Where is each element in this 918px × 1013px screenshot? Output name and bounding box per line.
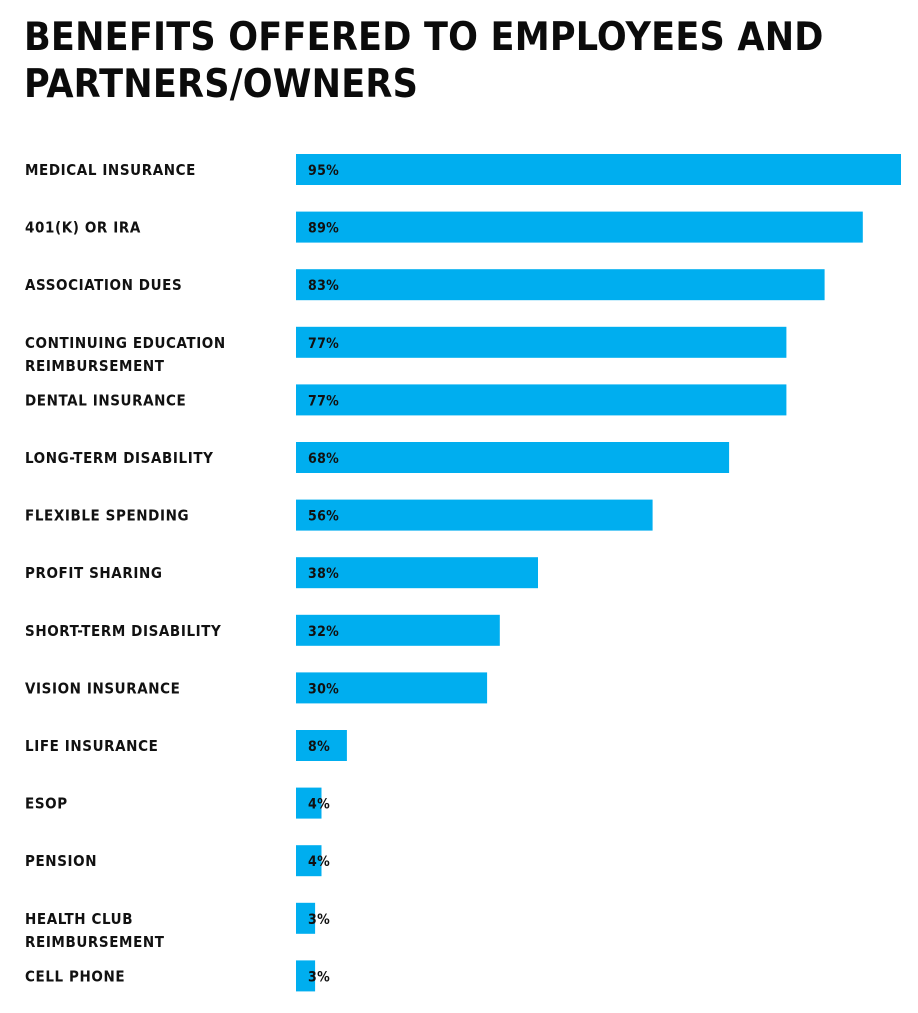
category-labels-group: MEDICAL INSURANCE 401(K) OR IRA ASSOCIATIO… [25,161,226,985]
category-label-12: PENSION [25,852,97,870]
bar-12 [296,845,322,877]
category-label-0: MEDICAL INSURANCE [25,161,196,179]
bar-11 [296,787,322,819]
bar-10 [296,730,347,761]
bar-0 [296,154,901,185]
value-label-8: 32% [308,624,339,640]
category-label-line: CELL PHONE [25,967,125,985]
category-label-14: CELL PHONE [25,967,125,985]
category-label-line: VISION INSURANCE [25,679,181,697]
value-label-7: 38% [308,566,339,582]
category-label-line: LONG-TERM DISABILITY [25,449,214,467]
value-label-6: 56% [308,509,339,525]
bar-6 [296,499,653,531]
bar-4 [296,384,787,416]
bar-3 [296,326,787,358]
category-label-line: LIFE INSURANCE [25,737,158,755]
category-label-line: HEALTH CLUB [25,910,133,928]
category-label-10: LIFE INSURANCE [25,737,158,755]
category-label-1: 401(K) OR IRA [25,219,141,237]
bar-1 [296,211,863,243]
value-label-11: 4% [308,797,330,813]
bar-8 [296,614,500,646]
bar-7 [296,557,538,589]
value-label-12: 4% [308,854,330,870]
chart-title: BENEFITS OFFERED TO EMPLOYEES AND PARTNE… [24,15,824,107]
bar-5 [296,442,730,473]
value-label-4: 77% [308,393,339,409]
value-label-1: 89% [308,221,339,237]
value-labels-group: 95% 89% 83% 77% 77% 68% 56% 38% 32% 30% 8% 4% 4% 3% 3% [308,163,339,985]
category-label-line: ESOP [25,795,68,813]
bar-14 [296,960,316,992]
category-label-line: CONTINUING EDUCATION [25,334,226,352]
category-label-line: ASSOCIATION DUES [25,276,182,294]
value-label-9: 30% [308,681,339,697]
value-label-3: 77% [308,336,339,352]
value-label-2: 83% [308,278,339,294]
category-label-line: REIMBURSEMENT [25,357,165,375]
category-label-line: PROFIT SHARING [25,564,163,582]
category-label-line: REIMBURSEMENT [25,933,165,951]
category-label-5: LONG-TERM DISABILITY [25,449,214,467]
value-label-0: 95% [308,163,339,179]
category-label-line: FLEXIBLE SPENDING [25,507,189,525]
category-label-6: FLEXIBLE SPENDING [25,507,189,525]
bar-9 [296,672,488,704]
category-label-8: SHORT-TERM DISABILITY [25,622,221,640]
category-label-line: DENTAL INSURANCE [25,391,186,409]
bar-13 [296,902,316,934]
value-label-5: 68% [308,451,339,467]
category-label-line: SHORT-TERM DISABILITY [25,622,221,640]
category-label-line: MEDICAL INSURANCE [25,161,196,179]
category-label-13: HEALTH CLUB REIMBURSEMENT [25,910,165,951]
category-label-3: CONTINUING EDUCATION REIMBURSEMENT [25,334,226,375]
value-label-13: 3% [308,912,330,928]
bars-group [296,154,901,992]
value-label-10: 8% [308,739,330,755]
category-label-9: VISION INSURANCE [25,679,181,697]
category-label-7: PROFIT SHARING [25,564,163,582]
category-label-line: 401(K) OR IRA [25,219,141,237]
category-label-11: ESOP [25,795,68,813]
category-label-4: DENTAL INSURANCE [25,391,186,409]
category-label-line: PENSION [25,852,97,870]
value-label-14: 3% [308,969,330,985]
category-label-2: ASSOCIATION DUES [25,276,182,294]
bar-2 [296,269,825,301]
